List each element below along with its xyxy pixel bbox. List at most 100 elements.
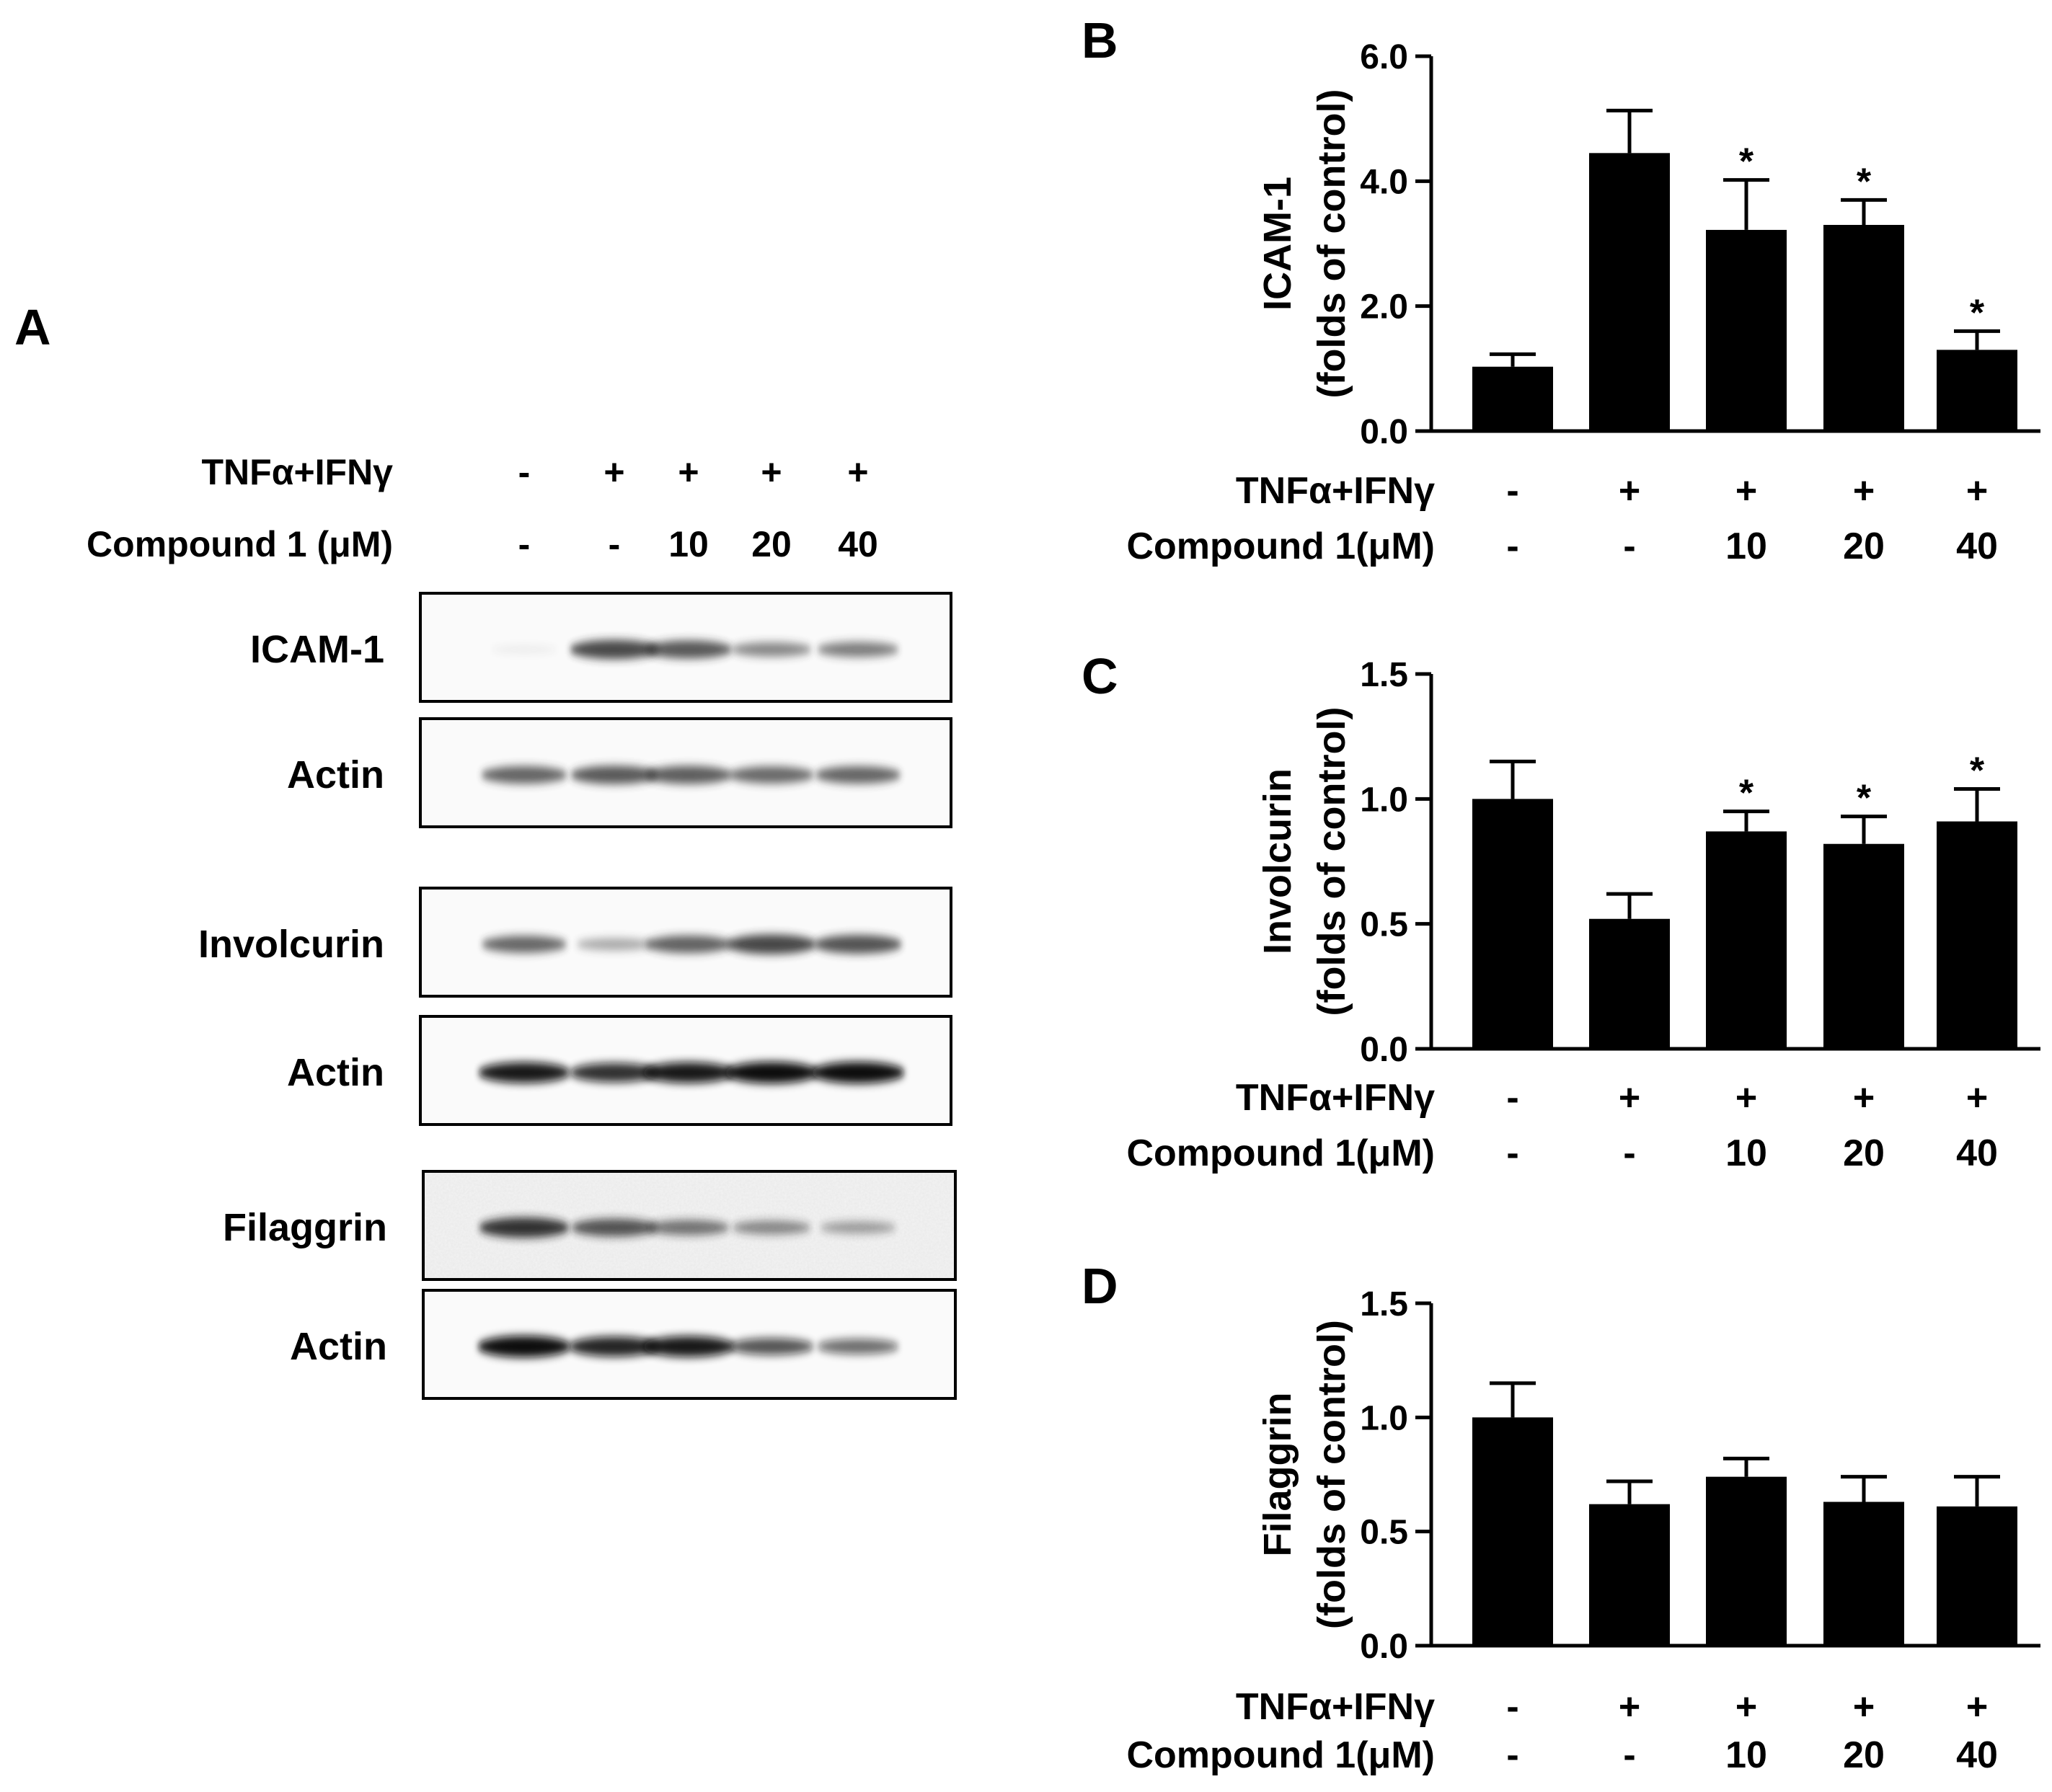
y-tick-label: 4.0	[1360, 163, 1408, 201]
blot-band	[647, 1220, 730, 1236]
bar	[1589, 1504, 1670, 1646]
y-axis-label: ICAM-1	[1256, 177, 1299, 311]
condition-value: 40	[1956, 1132, 1998, 1174]
blot-band	[477, 1336, 571, 1357]
y-tick-label: 1.5	[1360, 1285, 1408, 1323]
blot-band	[811, 1062, 905, 1083]
y-axis-label: Filaggrin	[1256, 1393, 1299, 1557]
blot-condition-value: +	[847, 452, 868, 492]
blot-frame	[419, 1015, 952, 1126]
bar	[1706, 229, 1787, 431]
condition-value: -	[1506, 470, 1518, 512]
condition-value: -	[1623, 1132, 1635, 1174]
y-axis-label-units: (folds of control)	[1310, 89, 1353, 399]
significance-marker: *	[1739, 141, 1754, 183]
blot-band	[725, 1062, 818, 1083]
blot-band	[817, 642, 899, 657]
bar	[1823, 1502, 1904, 1646]
y-tick-label: 1.0	[1360, 781, 1408, 819]
condition-value: +	[1619, 470, 1640, 512]
blot-strip: ICAM-1	[250, 592, 952, 703]
blot-condition-value: +	[761, 452, 782, 492]
blot-strip: Involcurin	[198, 887, 952, 998]
y-tick-label: 0.5	[1360, 906, 1408, 944]
condition-value: -	[1506, 1132, 1518, 1174]
condition-row-label: Compound 1(μM)	[1126, 1734, 1435, 1776]
blot-condition-value: -	[518, 452, 531, 492]
blot-band	[813, 934, 903, 954]
bar	[1937, 1506, 2017, 1646]
blot-condition-value: -	[609, 524, 621, 564]
condition-value: 20	[1843, 1734, 1885, 1776]
condition-value: 20	[1843, 525, 1885, 567]
icam1-bar-chart: 0.0 2.0 4.0 6.0 ICAM-1 (folds of control) * * * T…	[1126, 38, 2040, 567]
blot-strip: Actin	[287, 717, 952, 828]
bar	[1937, 821, 2017, 1049]
condition-value: +	[1619, 1077, 1640, 1119]
blot-frame	[422, 1289, 957, 1400]
condition-value: 10	[1725, 525, 1767, 567]
condition-row-label: TNFα+IFNγ	[1236, 1686, 1435, 1728]
blot-condition-value: +	[603, 452, 624, 492]
blot-band	[731, 642, 812, 657]
blot-band	[481, 766, 567, 784]
bar	[1589, 153, 1670, 432]
significance-marker: *	[1857, 778, 1872, 820]
bar	[1823, 225, 1904, 431]
blot-frame	[419, 887, 952, 998]
condition-value: -	[1506, 525, 1518, 567]
bar	[1823, 843, 1904, 1049]
blot-condition-value: 10	[668, 524, 709, 564]
western-blot-panel: TNFα+IFNγ - + + + + Compound 1 (μM) - - 10 20 40 IC…	[87, 452, 957, 1400]
y-tick-label: 0.0	[1360, 1031, 1408, 1069]
y-tick-label: 2.0	[1360, 288, 1408, 327]
condition-row-label: Compound 1(μM)	[1126, 525, 1435, 567]
blot-band	[571, 1218, 658, 1237]
bar	[1472, 366, 1553, 431]
blot-frame	[419, 592, 952, 703]
y-tick-label: 1.0	[1360, 1399, 1408, 1437]
significance-marker: *	[1857, 161, 1872, 203]
condition-value: +	[1853, 1077, 1875, 1119]
blot-band	[815, 766, 901, 784]
blot-frame	[419, 717, 952, 828]
panel-letter-b: B	[1082, 12, 1118, 68]
significance-marker: *	[1970, 292, 1985, 334]
condition-value: 10	[1725, 1132, 1767, 1174]
blot-band	[645, 640, 733, 659]
condition-value: 40	[1956, 525, 1998, 567]
blot-protein-label: Actin	[287, 753, 384, 797]
blot-band	[642, 1062, 735, 1083]
y-axis-label: Involcurin	[1256, 768, 1299, 954]
bar	[1706, 831, 1787, 1049]
blot-band	[645, 935, 732, 954]
blot-protein-label: Filaggrin	[223, 1206, 387, 1249]
bar	[1589, 918, 1670, 1049]
blot-condition-header: TNFα+IFNγ - + + + + Compound 1 (μM) - - 10 20 40	[87, 452, 878, 564]
blot-condition-value: 40	[838, 524, 878, 564]
condition-value: +	[1966, 470, 1988, 512]
y-tick-label: 0.5	[1360, 1514, 1408, 1552]
bar	[1472, 799, 1553, 1049]
blot-band	[490, 646, 558, 653]
blot-band	[569, 1336, 660, 1357]
y-axis-label-units: (folds of control)	[1310, 707, 1353, 1016]
condition-value: 20	[1843, 1132, 1885, 1174]
blot-images: ICAM-1 Actin Involcurin Actin Filaggrin Actin	[198, 592, 957, 1400]
bar	[1472, 1417, 1553, 1646]
blot-strip: Filaggrin	[223, 1170, 957, 1281]
blot-condition-value: 20	[751, 524, 792, 564]
blot-condition-value: -	[518, 524, 531, 564]
blot-band	[481, 936, 567, 953]
condition-value: -	[1506, 1077, 1518, 1119]
blot-frame	[422, 1170, 957, 1281]
panel-letter-c: C	[1082, 648, 1118, 704]
blot-protein-label: Involcurin	[198, 923, 384, 966]
condition-value: -	[1623, 525, 1635, 567]
y-axis-label-units: (folds of control)	[1310, 1320, 1353, 1629]
blot-condition-label: Compound 1 (μM)	[87, 524, 393, 564]
bar	[1706, 1476, 1787, 1646]
condition-value: 10	[1725, 1734, 1767, 1776]
blot-band	[570, 1063, 659, 1083]
